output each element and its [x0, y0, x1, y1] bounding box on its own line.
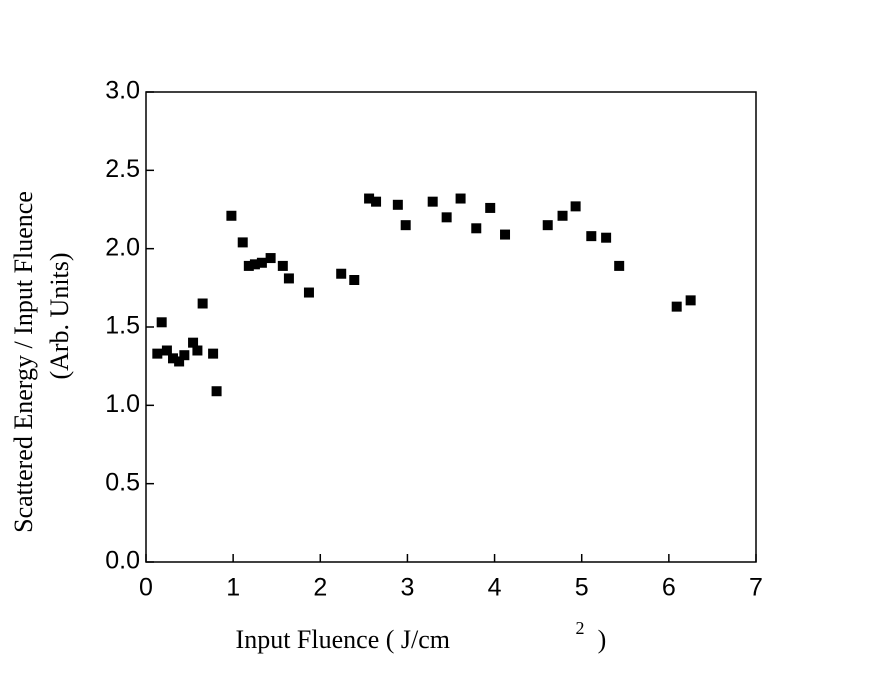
- data-point: [256, 257, 267, 268]
- y-tick-label: 1.5: [105, 312, 140, 340]
- data-point: [557, 210, 568, 221]
- data-point: [161, 345, 172, 356]
- data-point: [197, 298, 208, 309]
- data-point: [471, 223, 482, 234]
- data-point: [427, 196, 438, 207]
- x-tick-label: 4: [488, 574, 502, 602]
- x-tick-label: 6: [662, 574, 676, 602]
- y-tick-label: 0.5: [105, 468, 140, 496]
- plot-frame: [145, 91, 757, 563]
- data-point: [156, 317, 167, 328]
- data-point: [192, 345, 203, 356]
- data-point: [364, 193, 375, 204]
- x-axis-label-suffix: ): [598, 625, 607, 654]
- data-point: [570, 201, 581, 212]
- data-point: [371, 196, 382, 207]
- data-point: [168, 353, 179, 364]
- data-point: [237, 237, 248, 248]
- data-point: [208, 348, 219, 359]
- data-point: [174, 356, 185, 367]
- x-tick-label: 2: [313, 574, 327, 602]
- data-point: [601, 232, 612, 243]
- data-point: [152, 348, 163, 359]
- x-axis-label-superscript: 2: [576, 618, 585, 638]
- data-point: [400, 220, 411, 231]
- data-point: [211, 386, 222, 397]
- data-point: [500, 229, 511, 240]
- y-tick-label: 0.0: [105, 547, 140, 575]
- data-point: [349, 275, 360, 285]
- x-tick-label: 7: [749, 574, 763, 602]
- data-point: [586, 231, 597, 242]
- y-tick-label: 1.0: [105, 390, 140, 418]
- data-point: [188, 337, 199, 348]
- data-point: [277, 260, 288, 271]
- x-tick-label: 5: [575, 574, 589, 602]
- data-point: [671, 301, 682, 312]
- data-point: [441, 212, 452, 223]
- data-point: [336, 268, 347, 279]
- y-tick-label: 2.5: [105, 155, 140, 183]
- data-point: [265, 253, 276, 264]
- x-tick-label: 3: [400, 574, 414, 602]
- y-tick-label: 2.0: [105, 233, 140, 261]
- y-axis-label: (Arb. Units): [45, 252, 74, 379]
- y-tick-label: 3.0: [105, 77, 140, 105]
- data-point: [303, 287, 314, 298]
- data-point: [243, 260, 254, 271]
- data-point: [283, 273, 294, 284]
- data-point: [392, 199, 403, 210]
- data-point: [485, 202, 496, 213]
- data-point: [685, 295, 696, 306]
- data-point: [455, 193, 466, 204]
- data-point: [226, 210, 237, 221]
- x-tick-label: 1: [226, 574, 240, 602]
- x-tick-label: 0: [139, 574, 153, 602]
- x-axis-label: Input Fluence ( J/cm: [236, 625, 450, 654]
- data-point: [179, 350, 190, 361]
- data-point: [614, 260, 625, 271]
- y-axis-label: Scattered Energy / Input Fluence: [9, 191, 38, 533]
- data-point: [249, 259, 260, 270]
- data-point: [542, 220, 553, 231]
